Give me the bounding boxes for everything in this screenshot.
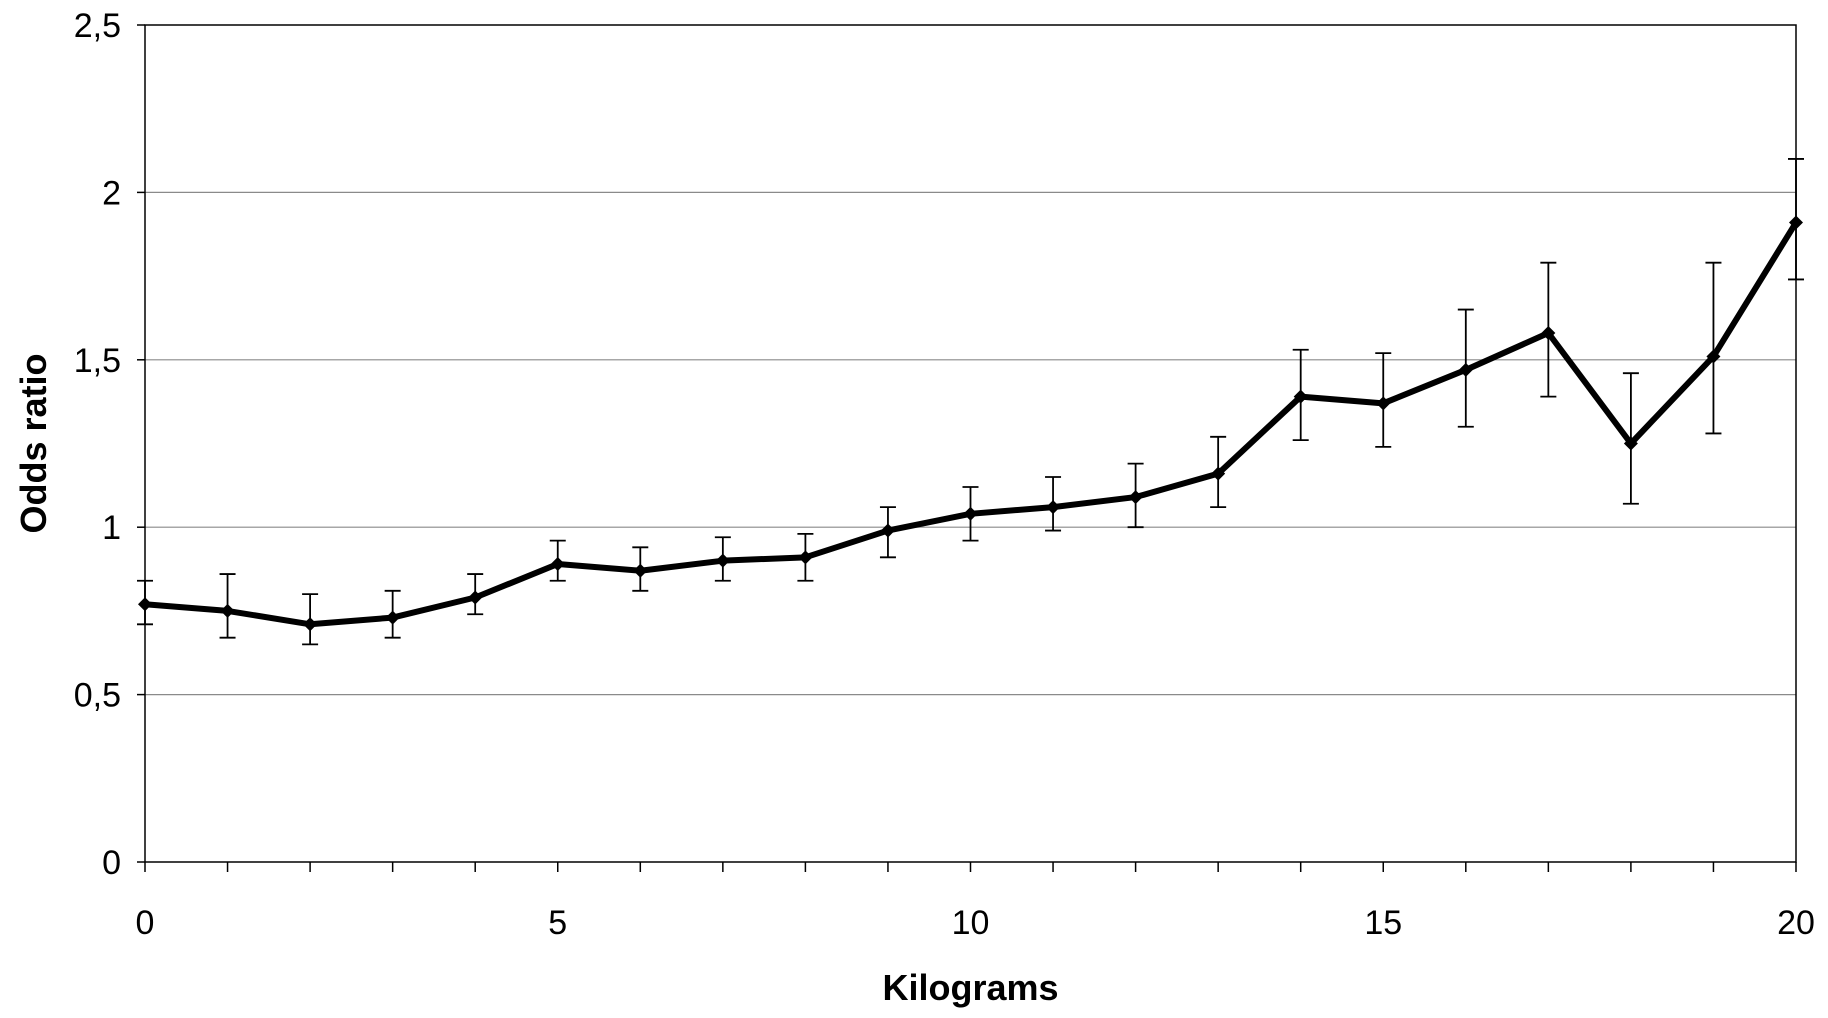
data-point-17 xyxy=(1541,326,1556,341)
data-point-12 xyxy=(1128,490,1143,505)
y-axis: 0 0,5 1 1,5 2 2,5 xyxy=(74,7,145,882)
x-tick-label-0: 0 xyxy=(136,904,155,942)
x-tick-label-4: 20 xyxy=(1777,904,1815,942)
data-point-8 xyxy=(798,550,813,565)
x-tick-label-1: 5 xyxy=(548,904,567,942)
data-point-10 xyxy=(963,506,978,521)
data-point-15 xyxy=(1376,396,1391,411)
data-point-11 xyxy=(1046,500,1061,515)
data-point-3 xyxy=(385,610,400,625)
data-point-5 xyxy=(550,557,565,572)
data-point-7 xyxy=(715,553,730,568)
data-point-9 xyxy=(880,523,895,538)
data-point-20 xyxy=(1789,215,1803,230)
gridlines xyxy=(145,191,1796,696)
y-tick-label-4: 2 xyxy=(102,174,121,212)
error-bars xyxy=(137,158,1804,646)
y-tick-label-5: 2,5 xyxy=(74,7,121,45)
x-axis-title: Kilograms xyxy=(882,967,1058,1008)
data-point-19 xyxy=(1706,349,1721,364)
x-tick-label-3: 15 xyxy=(1364,904,1402,942)
plot-area-frame xyxy=(144,24,1797,863)
data-point-6 xyxy=(633,563,648,578)
data-point-18 xyxy=(1623,436,1638,451)
y-tick-label-2: 1 xyxy=(102,509,121,547)
error-bar-19 xyxy=(1705,261,1722,435)
data-point-1 xyxy=(220,603,235,618)
data-point-16 xyxy=(1458,362,1473,377)
x-tick-label-2: 10 xyxy=(952,904,990,942)
data-point-14 xyxy=(1293,389,1308,404)
y-axis-title: Odds ratio xyxy=(13,353,54,533)
data-point-13 xyxy=(1211,466,1226,481)
data-point-4 xyxy=(468,590,483,605)
data-point-2 xyxy=(303,617,318,632)
data-point-0 xyxy=(138,597,152,612)
y-tick-label-1: 0,5 xyxy=(74,677,121,715)
data-markers xyxy=(138,215,1803,632)
y-tick-label-3: 1,5 xyxy=(74,342,121,380)
y-tick-label-0: 0 xyxy=(102,844,121,882)
x-axis: 0 5 10 15 20 xyxy=(136,862,1815,942)
